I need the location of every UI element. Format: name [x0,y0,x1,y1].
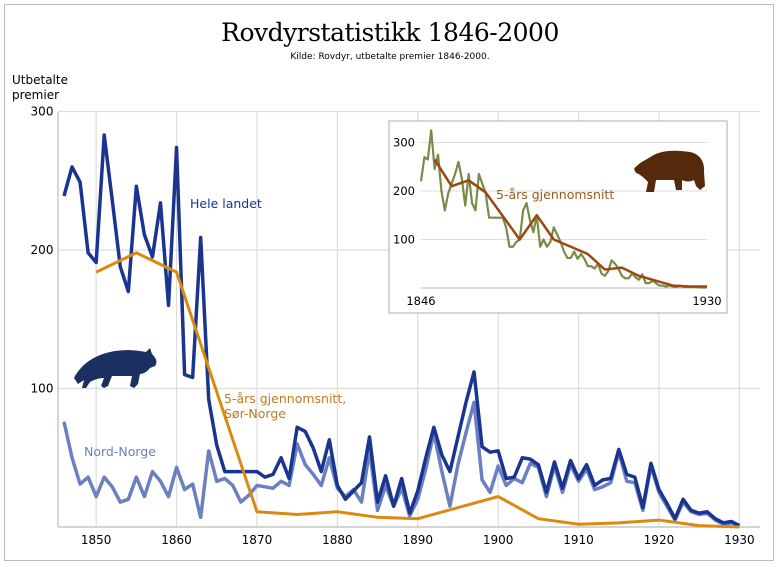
y-tick-label: 100 [31,382,54,396]
bear-icon [634,150,705,192]
y-tick-label: 200 [31,243,54,257]
y-tick-label: 300 [31,105,54,119]
y-axis-label-line: premier [12,88,60,102]
inset-legend-5-ars: 5-års gjennomsnitt [496,187,614,202]
legend-hele-landet: Hele landet [190,196,262,211]
x-tick-label: 1850 [81,533,112,547]
x-tick-label: 1880 [322,533,353,547]
inset-y-tick-label: 200 [393,184,415,198]
series-line-nord-norge [62,400,740,528]
inset-y-tick-label: 300 [393,136,415,150]
inset-series-line-5-ars [433,158,707,288]
x-tick-label: 1900 [483,533,514,547]
inset-frame [388,120,728,314]
x-tick-label: 1930 [724,533,755,547]
wolf-icon [74,348,157,388]
x-tick-label: 1920 [644,533,675,547]
inset-x-tick-label: 1846 [406,294,435,308]
chart-title: Rovdyrstatistikk 1846-2000 [221,18,559,47]
y-axis-label-line: Utbetalte [12,73,68,87]
legend-5-ars-sor-norge: Sør-Norge [224,406,286,421]
inset-y-tick-label: 100 [393,233,415,247]
x-tick-label: 1910 [563,533,594,547]
chart-frame [4,4,774,561]
inset-x-tick-label: 1930 [692,294,721,308]
legend-5-ars-sor-norge: 5-års gjennomsnitt, [224,391,346,406]
y-axis-label: Utbetalte premier [12,73,68,103]
legend-nord-norge: Nord-Norge [84,444,156,459]
chart-subtitle: Kilde: Rovdyr, utbetalte premier 1846-20… [290,52,490,62]
series-line-hele-landet [62,133,741,528]
x-tick-label: 1890 [402,533,433,547]
x-tick-label: 1870 [242,533,273,547]
inset-series-line-bjorn [419,129,707,289]
x-tick-label: 1860 [161,533,192,547]
series-line--rs-gjennomsnitt-s-r-norge [95,251,740,529]
